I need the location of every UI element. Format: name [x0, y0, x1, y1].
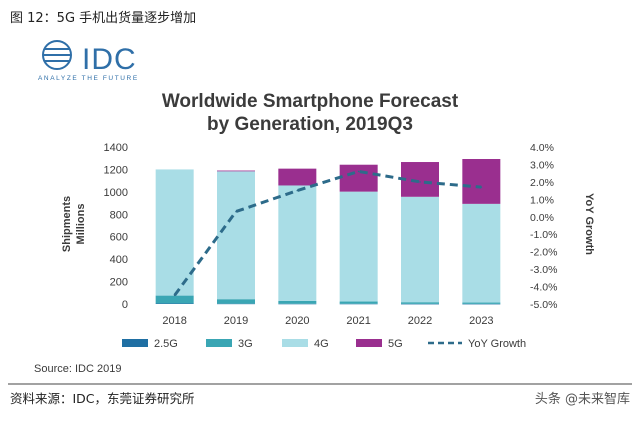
y-tick-label-200: 200	[110, 277, 128, 289]
y-tick-label-1400: 1400	[104, 142, 128, 154]
bar-5g-2022	[401, 162, 439, 197]
chart-subtitle: by Generation, 2019Q3	[207, 114, 413, 135]
y-axis-title-units: Millions	[75, 204, 87, 245]
bar-4g-2020	[278, 185, 317, 301]
bar-3g-2021	[339, 301, 378, 304]
bar-3g-2022	[401, 302, 439, 304]
y2-tick-label-1.0%: 1.0%	[530, 194, 554, 206]
yoy-growth-line	[173, 169, 482, 297]
x-tick-label-2019: 2019	[224, 315, 248, 327]
y2-tick-label-4.0%: 4.0%	[530, 142, 554, 154]
y2-tick-label-0.0%: 0.0%	[530, 212, 554, 224]
bar-4g-2021	[339, 191, 378, 302]
y-tick-label-400: 400	[110, 254, 128, 266]
y-tick-label-1200: 1200	[104, 164, 128, 176]
y-axis-title: Shipments	[61, 196, 73, 252]
watermark: 头条 @未来智库	[535, 391, 630, 407]
legend-label-3g: 3G	[238, 338, 253, 350]
legend-swatch-2-5g	[122, 339, 148, 347]
chart-source: Source: IDC 2019	[34, 363, 121, 375]
bar-4g-2023	[462, 203, 501, 303]
y2-axis-title: YoY Growth	[583, 193, 595, 255]
legend-swatch-4g	[282, 339, 308, 347]
bar-3g-2023	[462, 302, 501, 304]
y-axis-ticks: 0 200 400 600 800 1000 1200 1400	[104, 142, 128, 311]
bar-3g-2020	[278, 300, 317, 304]
legend: 2.5G 3G 4G 5G YoY Growth	[122, 338, 526, 350]
figure-caption: 图 12：5G 手机出货量逐步增加	[10, 10, 196, 26]
bar-2-5g-2023	[462, 303, 501, 305]
y-tick-label-800: 800	[110, 209, 128, 221]
logo-tagline: ANALYZE THE FUTURE	[38, 75, 139, 82]
yoy-point-2020	[296, 189, 299, 192]
bar-3g-2019	[217, 299, 255, 304]
y2-tick-label--4.0%: -4.0%	[530, 282, 557, 294]
x-tick-label-2023: 2023	[469, 315, 493, 327]
y-tick-label-0: 0	[122, 299, 128, 311]
y2-tick-label--1.0%: -1.0%	[530, 229, 557, 241]
x-tick-label-2018: 2018	[162, 315, 186, 327]
bar-2-5g-2022	[401, 303, 439, 305]
yoy-point-2021	[357, 170, 360, 173]
logo-brand: IDC	[82, 43, 137, 76]
legend-label-5g: 5G	[388, 338, 403, 350]
idc-logo: IDC ANALYZE THE FUTURE	[38, 40, 139, 82]
legend-swatch-5g	[356, 339, 382, 347]
y2-tick-label--5.0%: -5.0%	[530, 299, 557, 311]
legend-label-2-5g: 2.5G	[154, 338, 178, 350]
bar-3g-2018	[155, 295, 194, 304]
y2-axis-ticks: -5.0% -4.0% -3.0% -2.0% -1.0% 0.0% 1.0% 2.0% 3.0…	[530, 142, 557, 311]
source-footer: 资料来源：IDC，东莞证券研究所	[10, 391, 195, 406]
bar-2-5g-2019	[217, 303, 255, 305]
bar-2-5g-2021	[339, 303, 378, 305]
bar-4g-2018	[155, 169, 194, 296]
bar-4g-2019	[217, 171, 255, 300]
bar-2-5g-2018	[155, 303, 194, 304]
y-tick-label-600: 600	[110, 232, 128, 244]
y-tick-label-1000: 1000	[104, 187, 128, 199]
y2-tick-label-2.0%: 2.0%	[530, 177, 554, 189]
bar-series	[155, 158, 501, 305]
bar-5g-2023	[462, 158, 501, 204]
legend-label-4g: 4G	[314, 338, 329, 350]
x-tick-label-2020: 2020	[285, 315, 309, 327]
legend-swatch-3g	[206, 339, 232, 347]
legend-label-yoy: YoY Growth	[468, 338, 526, 350]
globe-icon	[42, 40, 72, 70]
bar-5g-2020	[278, 168, 317, 186]
x-axis-ticks: 2018 2019 2020 2021 2022 2023	[162, 315, 493, 327]
y2-tick-label--3.0%: -3.0%	[530, 264, 557, 276]
bar-5g-2019	[217, 170, 255, 172]
x-tick-label-2021: 2021	[346, 315, 370, 327]
y2-tick-label--2.0%: -2.0%	[530, 247, 557, 259]
yoy-point-2018	[173, 294, 176, 297]
yoy-point-2019	[235, 210, 237, 213]
chart-title: Worldwide Smartphone Forecast	[162, 91, 459, 112]
bar-5g-2021	[339, 164, 378, 192]
bar-4g-2022	[401, 196, 439, 303]
bar-2-5g-2020	[278, 303, 317, 305]
x-tick-label-2022: 2022	[408, 315, 432, 327]
yoy-point-2022	[419, 181, 421, 183]
yoy-line-series	[173, 169, 483, 297]
y2-tick-label-3.0%: 3.0%	[530, 159, 554, 171]
yoy-point-2023	[480, 186, 483, 188]
